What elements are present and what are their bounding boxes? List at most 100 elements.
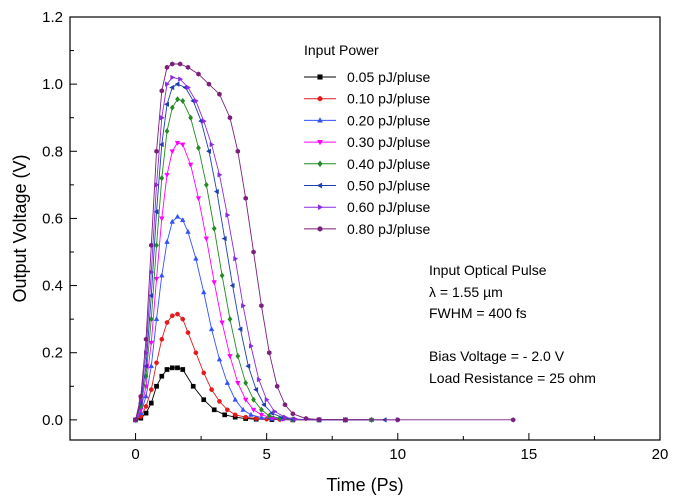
data-point (178, 76, 184, 82)
legend-item: 0.50 pJ/pluse (304, 178, 430, 194)
data-point (153, 208, 159, 215)
data-point (216, 356, 223, 362)
annotation-load-resistance: Load Resistance = 25 ohm (429, 370, 596, 386)
data-point (253, 416, 259, 421)
data-point (153, 316, 160, 322)
data-point (227, 354, 233, 360)
data-point (201, 118, 207, 124)
data-point (159, 114, 165, 121)
data-point (242, 397, 249, 403)
data-point (133, 417, 138, 423)
data-point (249, 343, 254, 349)
legend-item: 0.10 pJ/pluse (304, 91, 430, 107)
data-point (175, 96, 180, 103)
data-point (250, 407, 257, 413)
data-point (225, 212, 231, 218)
y-tick-label-0.2: 0.2 (42, 345, 63, 362)
legend-label: 0.10 pJ/pluse (347, 91, 430, 107)
y-tick-label-0.8: 0.8 (42, 143, 63, 160)
data-point (282, 402, 288, 408)
data-point (208, 326, 215, 332)
data-point (248, 411, 254, 417)
legend-swatch-marker (317, 140, 323, 146)
data-point (201, 370, 207, 376)
data-point (253, 386, 259, 393)
data-point (159, 175, 165, 182)
data-point (261, 402, 266, 408)
x-tick-label-20: 20 (652, 446, 669, 463)
legend-item: 0.30 pJ/pluse (304, 134, 430, 150)
legend-title: Input Power (304, 42, 379, 58)
annotation-fwhm: FWHM = 400 fs (429, 305, 527, 321)
legend-item: 0.60 pJ/pluse (304, 199, 430, 215)
legend-swatch-marker (317, 74, 323, 80)
data-point (203, 181, 209, 188)
x-tick-label-5: 5 (262, 446, 270, 463)
data-point (209, 141, 215, 148)
legend-label: 0.30 pJ/pluse (347, 134, 430, 150)
data-point (217, 399, 222, 404)
series-6 (132, 81, 387, 423)
data-point (195, 196, 202, 202)
data-point (243, 379, 249, 387)
legend-swatch-marker (317, 160, 323, 168)
data-point (154, 242, 159, 249)
data-point (303, 415, 309, 422)
data-point (267, 350, 272, 356)
data-point (274, 383, 280, 389)
data-point (293, 416, 299, 422)
data-point (237, 326, 243, 332)
series-5 (133, 96, 374, 423)
data-point (159, 216, 165, 222)
data-point (164, 172, 170, 178)
data-point (138, 393, 144, 399)
legend-swatch-marker (317, 204, 324, 211)
data-point (217, 172, 223, 178)
series-line-6 (135, 83, 385, 421)
legend-item: 0.80 pJ/pluse (304, 221, 430, 237)
axis-ticks: 0 5 10 15 20 0.0 0.2 0.4 0.6 0.8 1.0 1.2 (42, 9, 668, 463)
data-point (264, 396, 270, 403)
data-point (177, 61, 183, 67)
data-point (154, 360, 159, 366)
data-point (211, 280, 217, 286)
data-point (222, 412, 228, 418)
data-point (158, 141, 164, 148)
data-point (232, 412, 238, 418)
data-point (224, 379, 231, 385)
data-point (259, 406, 264, 413)
data-point (143, 336, 149, 342)
data-point (170, 74, 176, 81)
series-line-5 (135, 98, 372, 421)
data-point (185, 228, 191, 234)
data-point (211, 407, 217, 413)
data-point (235, 352, 241, 360)
data-point (205, 148, 211, 155)
data-point (154, 383, 159, 389)
legend-label: 0.20 pJ/pluse (347, 112, 430, 128)
data-point (190, 383, 196, 389)
data-point (245, 363, 251, 369)
series-line-4 (135, 142, 372, 421)
data-point (174, 140, 181, 146)
legend-label: 0.05 pJ/pluse (347, 69, 430, 85)
data-point (169, 104, 175, 111)
annotations: Input Optical Pulse λ = 1.55 µm FWHM = 4… (429, 262, 596, 386)
x-axis-title: Time (Ps) (326, 475, 403, 495)
data-point (272, 408, 278, 415)
data-point (316, 416, 322, 423)
data-point (233, 255, 239, 262)
y-tick-label-0.6: 0.6 (42, 210, 63, 227)
data-point (258, 412, 265, 418)
annotation-pulse-title: Input Optical Pulse (429, 262, 547, 278)
series-3 (132, 213, 375, 422)
data-point (180, 97, 186, 105)
data-point (290, 411, 296, 417)
data-point (186, 84, 192, 91)
legend-item: 0.40 pJ/pluse (304, 156, 430, 172)
data-point (143, 363, 148, 369)
data-point (164, 64, 170, 70)
data-point (185, 64, 191, 70)
data-point (164, 320, 170, 325)
data-point (196, 144, 201, 152)
